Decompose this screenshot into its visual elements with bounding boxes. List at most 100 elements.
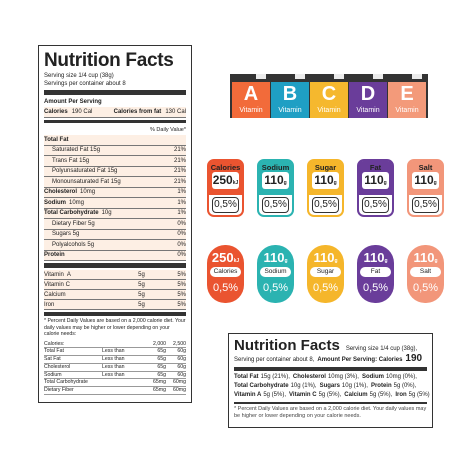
- badge-value: 110: [313, 250, 335, 265]
- nutrient-label: Protein: [44, 252, 65, 259]
- badge-unit: g: [284, 258, 288, 264]
- calories-value: 190 Cal: [71, 109, 93, 115]
- badge-value-box: 250kJ: [207, 250, 244, 265]
- badge-value-box: 110g: [407, 250, 444, 265]
- nutrient-value: 10mg (3%),: [327, 374, 359, 380]
- badge-label: Fat: [369, 163, 382, 172]
- vitamin-letter: C: [321, 83, 337, 105]
- badge-outline: Fat 110g 0,5%: [357, 159, 394, 217]
- table-cell: Total Fat: [44, 348, 64, 355]
- nutrient-row: Trans Fat 15g 21%: [44, 156, 186, 167]
- nutrient-row: Sodium 10mg 1%: [44, 198, 186, 209]
- nutrient: Total Fat: [44, 137, 69, 143]
- vitamin-dv: 5%: [177, 301, 186, 308]
- nutrient-value: 15g (21%),: [260, 374, 290, 380]
- badge-label: Sodium: [260, 267, 291, 277]
- nutrient-dv: 1%: [177, 210, 186, 217]
- vitamin-letter: D: [360, 83, 376, 105]
- vitamin-dv: 5%: [177, 281, 186, 288]
- nutrient-line: Vitamin A 5g (5%), Vitamin C 5g (5%), Calciu…: [234, 391, 430, 400]
- nutrient-name: Total Carbohydrate: [234, 383, 289, 389]
- badge-percent: 0,5%: [362, 282, 389, 294]
- nutrient-row: Polyalcohols 5g 0%: [44, 240, 186, 251]
- nutrient-value: 10mg (0%),: [385, 374, 417, 380]
- badge-value-box: 110g: [362, 172, 389, 189]
- badge-round: 250kJ Calories 0,5%: [207, 245, 244, 303]
- nutrient-value: 5g (5%),: [263, 392, 287, 398]
- nutrient-label: Monounsaturated Fat 15g: [52, 178, 121, 185]
- badge-label: Salt: [410, 267, 441, 277]
- table-cell: 60g: [177, 356, 186, 363]
- badge-label: Sugar: [310, 267, 341, 277]
- badge-value: 110: [414, 173, 434, 187]
- vitamin-row: Vitamin C 5g 5%: [44, 280, 186, 290]
- table-cell: 2,000: [153, 340, 166, 347]
- nutrient-label: Cholesterol: [44, 189, 78, 196]
- table-cell: Less than: [102, 356, 125, 363]
- badge-value: 110: [413, 250, 435, 265]
- tab: [373, 74, 383, 79]
- calories: 190: [405, 353, 423, 364]
- footnote: * Percent Daily Values are based on a 2,…: [44, 318, 186, 337]
- badge-percent: 0,5%: [212, 282, 239, 294]
- vitamin-row: Iron 5g 5%: [44, 300, 186, 310]
- nutrient-dv: 21%: [173, 157, 186, 164]
- vitamin-amount: 5g: [138, 291, 145, 298]
- badge-label: Calories: [210, 267, 241, 277]
- nutrient-name: Vitamin C: [289, 392, 317, 398]
- badge-round: 110g Sodium 0,5%: [257, 245, 294, 303]
- nutrient: Sodium 10mg: [44, 200, 84, 206]
- badge-unit: g: [433, 180, 437, 186]
- amount: Amount Per Serving: Calories: [317, 357, 403, 363]
- nutrient-dv: 0%: [177, 252, 186, 259]
- nutrient-value: 10g (1%),: [341, 383, 368, 389]
- table-cell: Less than: [102, 348, 125, 355]
- table-cell: 65mg: [153, 379, 166, 386]
- badge-unit: g: [384, 258, 388, 264]
- table-cell: 60g: [177, 371, 186, 378]
- nutrient-label: Saturated Fat 15g: [52, 147, 101, 154]
- nutrient-row: Saturated Fat 15g 21%: [44, 145, 186, 156]
- badge-value: 110: [314, 173, 334, 187]
- nutrient-row: Monounsaturated Fat 15g 21%: [44, 177, 186, 188]
- vitamin-letter: A: [243, 83, 259, 105]
- nutrient-row: Sugars 5g 0%: [44, 229, 186, 240]
- badge-top: [209, 161, 242, 195]
- nutrient-dv: 21%: [173, 178, 186, 185]
- badge-top: [309, 161, 342, 195]
- table-row: Total Carbohydrate 65mg 60mg: [44, 379, 186, 388]
- nutrient: Polyalcohols 5g: [52, 242, 94, 248]
- title: Nutrition Facts: [44, 50, 174, 71]
- nutrient-label: Total Carbohydrate: [44, 210, 99, 217]
- calories-label: Calories: [44, 109, 68, 115]
- badge-value: 110: [363, 250, 385, 265]
- nutrient-dv: 0%: [177, 241, 186, 248]
- nutrient-amount: 10g: [101, 210, 112, 217]
- calories-row: Calories 190 Cal Calories from fat 130 Cal: [44, 107, 186, 118]
- badge-value: 110: [263, 250, 285, 265]
- nutrient-value: 5g (0%),: [393, 383, 417, 389]
- nutrient-name: Sugars: [319, 383, 340, 389]
- badge-label: Fat: [360, 267, 391, 277]
- badge-percent: 0,5%: [362, 197, 389, 213]
- nutrient-label: Total Fat: [44, 136, 69, 143]
- table-cell: 65mg: [153, 387, 166, 394]
- badge-top: [409, 161, 442, 195]
- dv-table: Calories: 2,000 2,500 Total Fat Less than 65g…: [44, 341, 186, 396]
- vitamin-tile: D Vitamin: [349, 82, 387, 118]
- badge-value: 110: [364, 173, 384, 187]
- nutrient-value: 5g (5%),: [369, 392, 393, 398]
- vitamin-label: Vitamin C: [44, 281, 70, 288]
- table-cell: Less than: [102, 371, 125, 378]
- vitamin-label: Vitamin: [278, 107, 302, 114]
- nutrient-label: Trans Fat 15g: [52, 157, 90, 164]
- nutrition-label-compact: Nutrition Facts Serving size 1/4 cup (38g…: [228, 333, 433, 428]
- vitamin-dv: 5%: [177, 291, 186, 298]
- table-cell: 65g: [157, 371, 166, 378]
- badge-value: 110: [264, 173, 284, 187]
- vitamin-label: Calcium: [44, 291, 66, 298]
- nutrient-label: Dietary Fiber 5g: [52, 220, 95, 227]
- nutrient: Monounsaturated Fat 15g: [52, 179, 121, 185]
- badge-outline: Sodium 110g 0,5%: [257, 159, 294, 217]
- vitamin-label: Vitamin A: [44, 271, 71, 278]
